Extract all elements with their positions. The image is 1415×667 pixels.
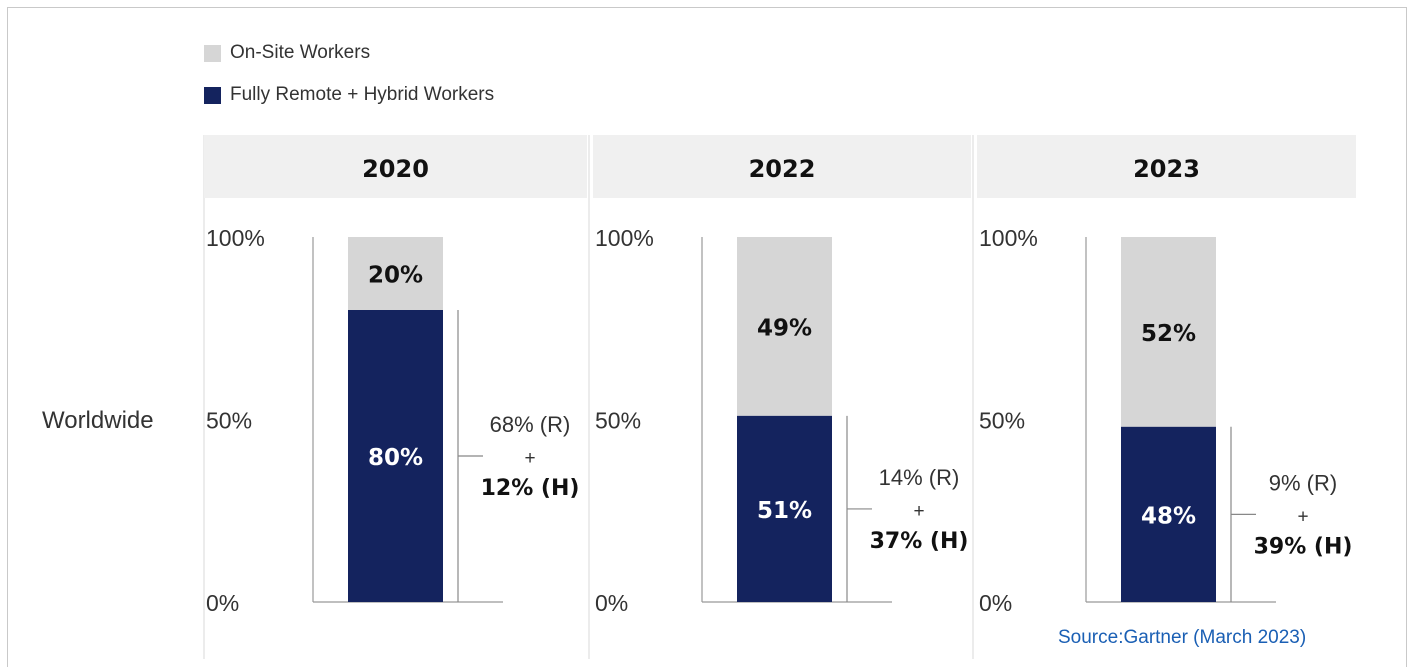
y-tick-label-2022-50: 50% (595, 408, 641, 434)
breakdown-plus-2023: + (1297, 506, 1308, 527)
breakdown-hybrid-2020: 12% (H) (481, 476, 580, 501)
breakdown-plus-2020: + (524, 448, 535, 469)
bar-label-onsite-2020: 20% (368, 263, 423, 289)
row-label-worldwide: Worldwide (42, 407, 154, 434)
y-tick-label-2022-0: 0% (595, 590, 628, 616)
legend-label-onsite: On-Site Workers (230, 42, 371, 63)
breakdown-hybrid-2022: 37% (H) (870, 529, 969, 554)
legend-swatch-remote (204, 86, 221, 104)
chart-frame (7, 7, 1407, 667)
breakdown-remote-2023: 9% (R) (1269, 470, 1337, 495)
y-tick-label-2022-100: 100% (595, 225, 654, 251)
facet-header-bg-2022 (593, 135, 971, 198)
legend-item-onsite: On-Site Workers (204, 42, 370, 64)
facet-header-2023: 2023 (1133, 155, 1200, 183)
facet-header-bg-2023 (977, 135, 1356, 198)
y-tick-label-2020-0: 0% (206, 590, 239, 616)
breakdown-remote-2022: 14% (R) (879, 465, 960, 490)
y-tick-label-2023-0: 0% (979, 590, 1012, 616)
bar-onsite-2022 (737, 237, 832, 416)
bar-label-remote-2022: 51% (757, 498, 812, 524)
y-tick-label-2023-50: 50% (979, 408, 1025, 434)
legend-swatch-onsite (204, 44, 221, 62)
bar-remote-2023 (1121, 426, 1216, 602)
bar-remote-2020 (348, 310, 443, 602)
breakdown-remote-2020: 68% (R) (490, 412, 571, 437)
source-note: Source:Gartner (March 2023) (1058, 627, 1307, 648)
facet-header-bg-2020 (204, 135, 587, 198)
facet-header-2020: 2020 (362, 155, 429, 183)
bar-label-remote-2023: 48% (1141, 503, 1196, 529)
y-tick-label-2020-50: 50% (206, 408, 252, 434)
y-tick-label-2023-100: 100% (979, 225, 1038, 251)
facet-header-2022: 2022 (749, 155, 816, 183)
legend-label-remote: Fully Remote + Hybrid Workers (230, 84, 495, 105)
y-tick-label-2020-100: 100% (206, 225, 265, 251)
legend-item-remote: Fully Remote + Hybrid Workers (204, 84, 494, 106)
breakdown-plus-2022: + (913, 501, 924, 522)
bar-label-onsite-2023: 52% (1141, 321, 1196, 347)
bar-label-onsite-2022: 49% (757, 315, 812, 341)
bar-onsite-2020 (348, 237, 443, 310)
breakdown-hybrid-2023: 39% (H) (1254, 534, 1353, 559)
bar-onsite-2023 (1121, 237, 1216, 427)
bar-remote-2022 (737, 415, 832, 602)
bar-label-remote-2020: 80% (368, 445, 423, 471)
